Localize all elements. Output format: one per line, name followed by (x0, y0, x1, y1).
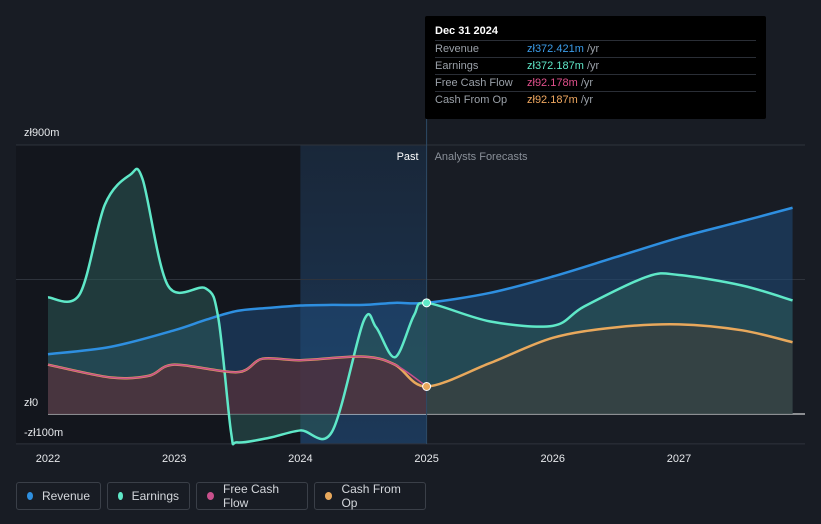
free-cash-flow-line (47, 355, 428, 388)
tooltip: Dec 31 2024 Revenue zł372.421m /yr Earni… (425, 16, 766, 119)
revenue-dot-icon (27, 492, 33, 500)
tooltip-value: zł372.421m /yr (527, 43, 600, 55)
free-cash-flow-area (48, 356, 427, 414)
tooltip-date: Dec 31 2024 (435, 25, 498, 37)
x-tick-label: 2023 (162, 453, 186, 465)
free-cash-flow-dot-icon (207, 492, 214, 500)
x-axis-labels: 2022 2023 2024 2025 2026 2027 (36, 453, 691, 465)
legend-item-earnings[interactable]: Earnings (107, 482, 190, 510)
earnings-line (47, 167, 793, 446)
y-axis-labels: zł900m zł0 -zł100m (24, 127, 63, 439)
tooltip-row-earnings: Earnings zł372.187m /yr (435, 57, 756, 75)
series-markers (422, 298, 432, 392)
tooltip-row-cash-from-op: Cash From Op zł92.187m /yr (435, 91, 756, 109)
y-tick-label: zł900m (24, 127, 59, 139)
legend-label: Free Cash Flow (222, 482, 280, 510)
revenue-line (47, 206, 793, 356)
earnings-marker (422, 298, 432, 308)
cash-from-op-dot-icon (325, 492, 333, 500)
cash-from-op-marker (422, 382, 432, 392)
tooltip-row-free-cash-flow: Free Cash Flow zł92.178m /yr (435, 74, 756, 92)
legend-label: Cash From Op (341, 482, 401, 510)
earnings-dot-icon (118, 492, 123, 500)
tooltip-value: zł92.178m /yr (527, 77, 594, 89)
forecast-label: Analysts Forecasts (435, 151, 528, 163)
legend-item-free-cash-flow[interactable]: Free Cash Flow (196, 482, 308, 510)
x-tick-label: 2027 (667, 453, 691, 465)
tooltip-label: Free Cash Flow (435, 77, 513, 89)
legend-item-cash-from-op[interactable]: Cash From Op (314, 482, 426, 510)
tooltip-row-revenue: Revenue zł372.421m /yr (435, 40, 756, 58)
series-areas (48, 168, 793, 445)
y-tick-label: zł0 (24, 397, 38, 409)
y-tick-label: -zł100m (24, 427, 63, 439)
x-tick-label: 2024 (288, 453, 312, 465)
tooltip-label: Revenue (435, 43, 480, 55)
earnings-area (48, 168, 793, 445)
x-tick-label: 2022 (36, 453, 60, 465)
legend-label: Earnings (131, 489, 179, 503)
tooltip-value: zł92.187m /yr (527, 94, 594, 106)
x-tick-label: 2026 (541, 453, 565, 465)
tooltip-label: Earnings (435, 60, 479, 72)
tooltip-value: zł372.187m /yr (527, 60, 600, 72)
past-label: Past (397, 151, 419, 163)
legend: Revenue Earnings Free Cash Flow Cash Fro… (16, 482, 426, 512)
x-tick-label: 2025 (414, 453, 438, 465)
legend-label: Revenue (41, 489, 90, 503)
series-lines (47, 167, 793, 446)
legend-item-revenue[interactable]: Revenue (16, 482, 101, 510)
tooltip-label: Cash From Op (435, 94, 508, 106)
